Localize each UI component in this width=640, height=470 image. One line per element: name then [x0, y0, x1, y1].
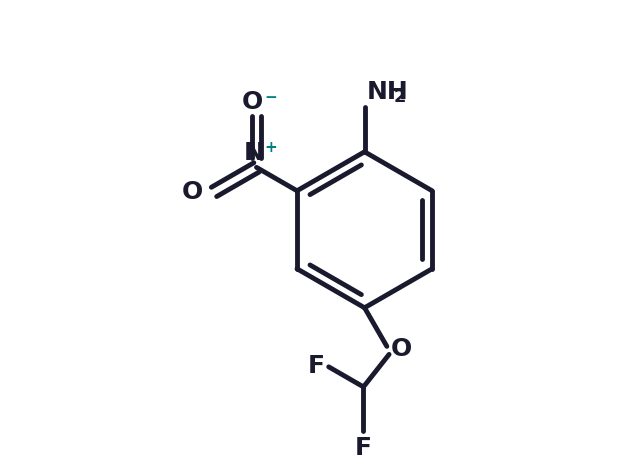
- Text: O: O: [390, 337, 412, 360]
- Text: NH: NH: [366, 79, 408, 104]
- Text: +: +: [264, 140, 277, 155]
- Text: O: O: [182, 180, 203, 204]
- Text: O: O: [241, 90, 262, 114]
- Text: 2: 2: [394, 88, 406, 106]
- Text: F: F: [355, 436, 372, 460]
- Text: −: −: [264, 90, 277, 105]
- Text: N: N: [244, 141, 265, 165]
- Text: F: F: [307, 353, 324, 377]
